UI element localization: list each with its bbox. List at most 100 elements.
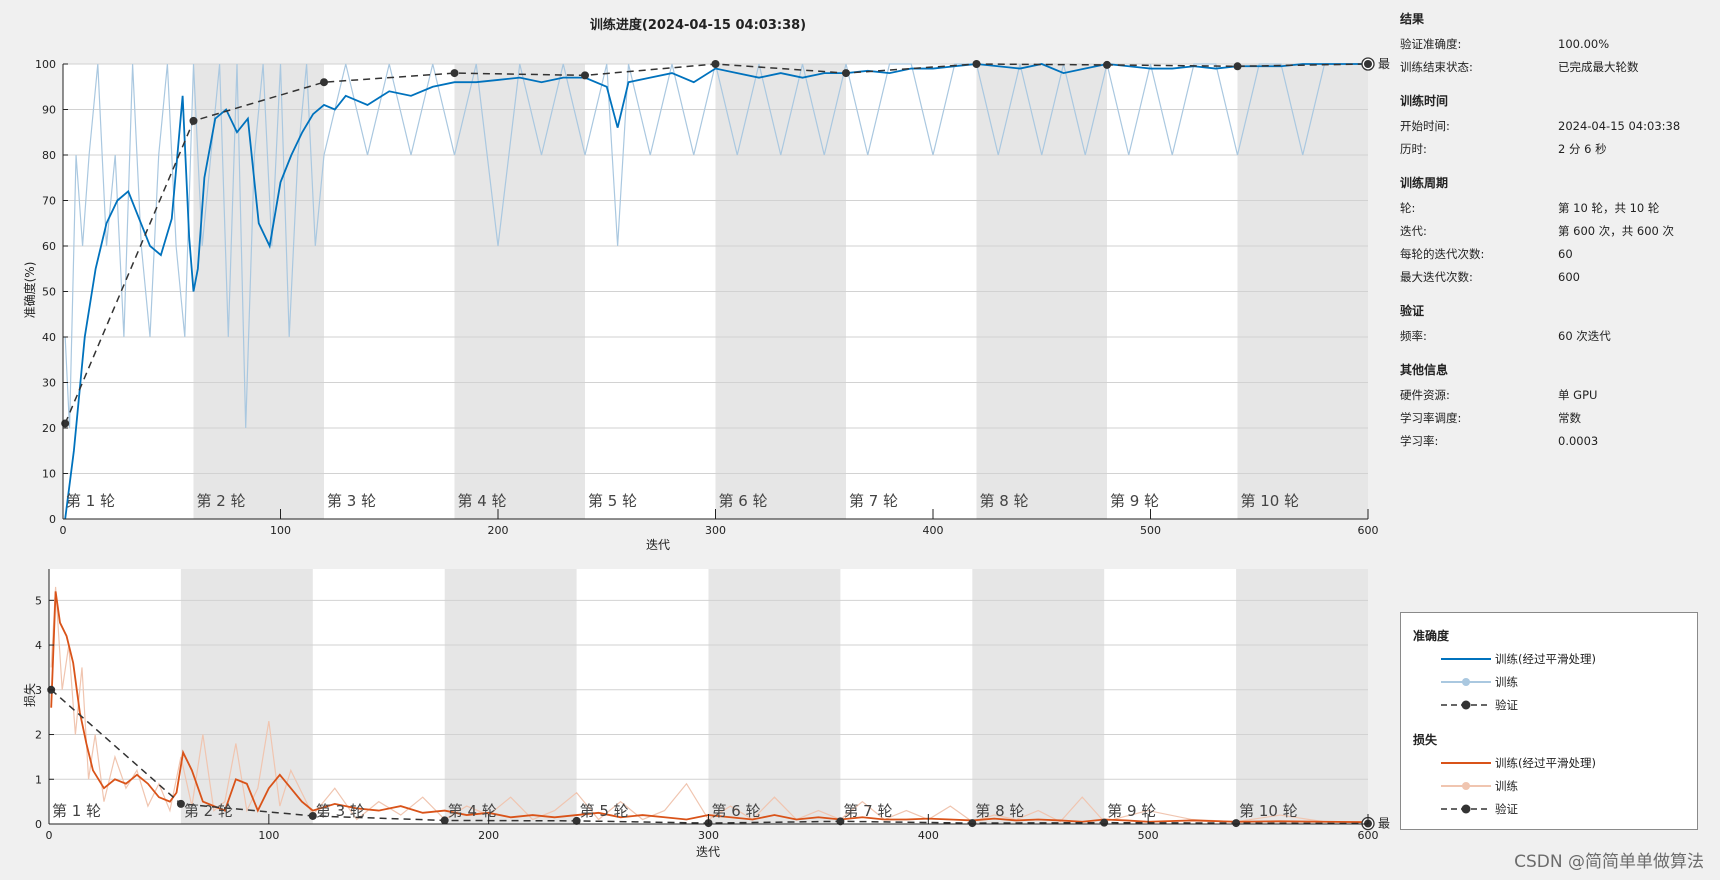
epoch-label: 第 5 轮: [588, 492, 637, 510]
x-tick-label: 200: [488, 524, 509, 537]
validation-point: [1100, 818, 1109, 827]
max-iterations-value: 600: [1558, 270, 1580, 284]
y-tick-label: 90: [42, 104, 56, 117]
y-tick-label: 10: [42, 468, 56, 481]
legend-label: 训练(经过平滑处理): [1495, 652, 1596, 666]
watermark: CSDN @简简单单做算法: [1514, 852, 1704, 872]
frequency-value: 60 次迭代: [1558, 329, 1611, 343]
train-line-icon: [1441, 678, 1491, 686]
y-tick-label: 40: [42, 331, 56, 344]
y-tick-label: 4: [35, 639, 42, 652]
validation-point: [972, 60, 981, 68]
loss-y-axis-label: 损失: [22, 683, 37, 707]
iteration-value: 第 600 次，共 600 次: [1558, 224, 1675, 238]
validation-point: [189, 116, 198, 125]
x-tick-label: 400: [918, 829, 939, 842]
validation-point: [581, 71, 589, 80]
validation-point: [711, 60, 720, 68]
y-tick-label: 0: [49, 513, 56, 526]
x-tick-label: 300: [705, 524, 726, 537]
info-row: 学习率: 0.0003: [1400, 430, 1700, 453]
cycle-section: 训练周期 轮: 第 10 轮，共 10 轮 迭代: 第 600 次，共 600 …: [1400, 172, 1700, 289]
end-status-value: 已完成最大轮数: [1558, 60, 1639, 74]
info-row: 开始时间: 2024-04-15 04:03:38: [1400, 115, 1700, 138]
cycle-heading: 训练周期: [1400, 176, 1449, 190]
x-tick-label: 400: [923, 524, 944, 537]
start-time-key: 开始时间:: [1400, 119, 1450, 133]
x-tick-label: 100: [270, 524, 291, 537]
epoch-label: 第 10 轮: [1239, 802, 1298, 820]
train-line-icon: [1441, 782, 1491, 790]
accuracy-y-axis-label: 准确度(%): [22, 262, 37, 319]
legend-loss-train: 训练: [1441, 776, 1518, 796]
validation-point: [176, 799, 185, 808]
legend-accuracy-train: 训练: [1441, 672, 1518, 692]
epoch-label: 第 4 轮: [458, 492, 507, 510]
validation-point: [61, 419, 70, 428]
y-tick-label: 60: [42, 240, 56, 253]
epoch-label: 第 8 轮: [975, 802, 1024, 820]
validation-point: [450, 69, 459, 78]
validation-point: [440, 816, 449, 825]
x-tick-label: 100: [258, 829, 279, 842]
frequency-key: 频率:: [1400, 329, 1427, 343]
epoch-label: 第 3 轮: [327, 492, 376, 510]
hardware-key: 硬件资源:: [1400, 388, 1450, 402]
x-tick-label: 600: [1358, 524, 1379, 537]
elapsed-key: 历时:: [1400, 142, 1427, 156]
legend-accuracy-validation: 验证: [1441, 695, 1518, 715]
epoch-label: 第 1 轮: [52, 802, 101, 820]
epoch-label: 第 8 轮: [980, 492, 1029, 510]
final-label: 最终: [1378, 816, 1390, 831]
y-tick-label: 2: [35, 729, 42, 742]
validation-point: [308, 811, 317, 820]
final-label: 最终: [1378, 56, 1390, 71]
epoch-label: 第 10 轮: [1241, 492, 1300, 510]
training-progress-plots: 训练进度(2024-04-15 04:03:38) 最终第 1 轮第 2 轮第 …: [22, 17, 1390, 859]
max-iterations-key: 最大迭代次数:: [1400, 270, 1473, 284]
validation-line-icon: [1441, 700, 1491, 710]
y-tick-label: 30: [42, 377, 56, 390]
validation-point: [1103, 60, 1111, 69]
legend-label: 验证: [1495, 698, 1518, 712]
smoothed-series-line: [50, 591, 1369, 824]
results-section: 结果 验证准确度: 100.00% 训练结束状态: 已完成最大轮数: [1400, 8, 1700, 79]
iterations-per-epoch-value: 60: [1558, 247, 1573, 261]
lr-schedule-value: 常数: [1558, 411, 1581, 425]
info-row: 训练结束状态: 已完成最大轮数: [1400, 56, 1700, 79]
epoch-band: [180, 569, 313, 824]
iterations-per-epoch-key: 每轮的迭代次数:: [1400, 247, 1485, 261]
validation-point: [968, 819, 977, 828]
results-heading: 结果: [1400, 12, 1425, 26]
other-info-heading: 其他信息: [1400, 363, 1449, 377]
epoch-key: 轮:: [1400, 201, 1416, 215]
accuracy-plot: 最终第 1 轮 第 2 轮 第 3 轮 第 4 轮 第 5 轮 第 6 轮 第 7 轮 第 8…: [35, 56, 1390, 537]
y-tick-label: 50: [42, 286, 56, 299]
y-tick-label: 100: [35, 58, 56, 71]
x-tick-label: 300: [698, 829, 719, 842]
epoch-band: [444, 569, 577, 824]
y-tick-label: 5: [35, 594, 42, 607]
validation-point: [572, 816, 581, 825]
epoch-label: 第 4 轮: [448, 802, 497, 820]
legend-accuracy-title: 准确度: [1413, 629, 1450, 643]
epoch-label: 第 5 轮: [580, 802, 629, 820]
training-info-panel: 结果 验证准确度: 100.00% 训练结束状态: 已完成最大轮数 训练时间 开…: [1400, 8, 1700, 464]
end-status-key: 训练结束状态:: [1400, 60, 1473, 74]
smoothed-line-icon: [1441, 762, 1491, 764]
epoch-label: 第 6 轮: [719, 492, 768, 510]
y-tick-label: 1: [35, 773, 42, 786]
info-row: 硬件资源: 单 GPU: [1400, 384, 1700, 407]
info-row: 历时: 2 分 6 秒: [1400, 138, 1700, 161]
validation-accuracy-value: 100.00%: [1558, 37, 1610, 51]
legend-loss-smoothed: 训练(经过平滑处理): [1441, 753, 1596, 773]
epoch-band: [972, 569, 1105, 824]
time-heading: 训练时间: [1400, 94, 1449, 108]
legend-loss-title: 损失: [1413, 733, 1438, 747]
y-tick-label: 3: [35, 684, 42, 697]
loss-plot: 最终 第 1 轮 第 2 轮 第 3 轮 第 4 轮 第 5 轮 第 6 轮 第 7 轮 第 8…: [35, 569, 1390, 842]
x-tick-label: 500: [1138, 829, 1159, 842]
info-row: 迭代: 第 600 次，共 600 次: [1400, 220, 1700, 243]
info-row: 轮: 第 10 轮，共 10 轮: [1400, 197, 1700, 220]
epoch-label: 第 1 轮: [66, 492, 115, 510]
